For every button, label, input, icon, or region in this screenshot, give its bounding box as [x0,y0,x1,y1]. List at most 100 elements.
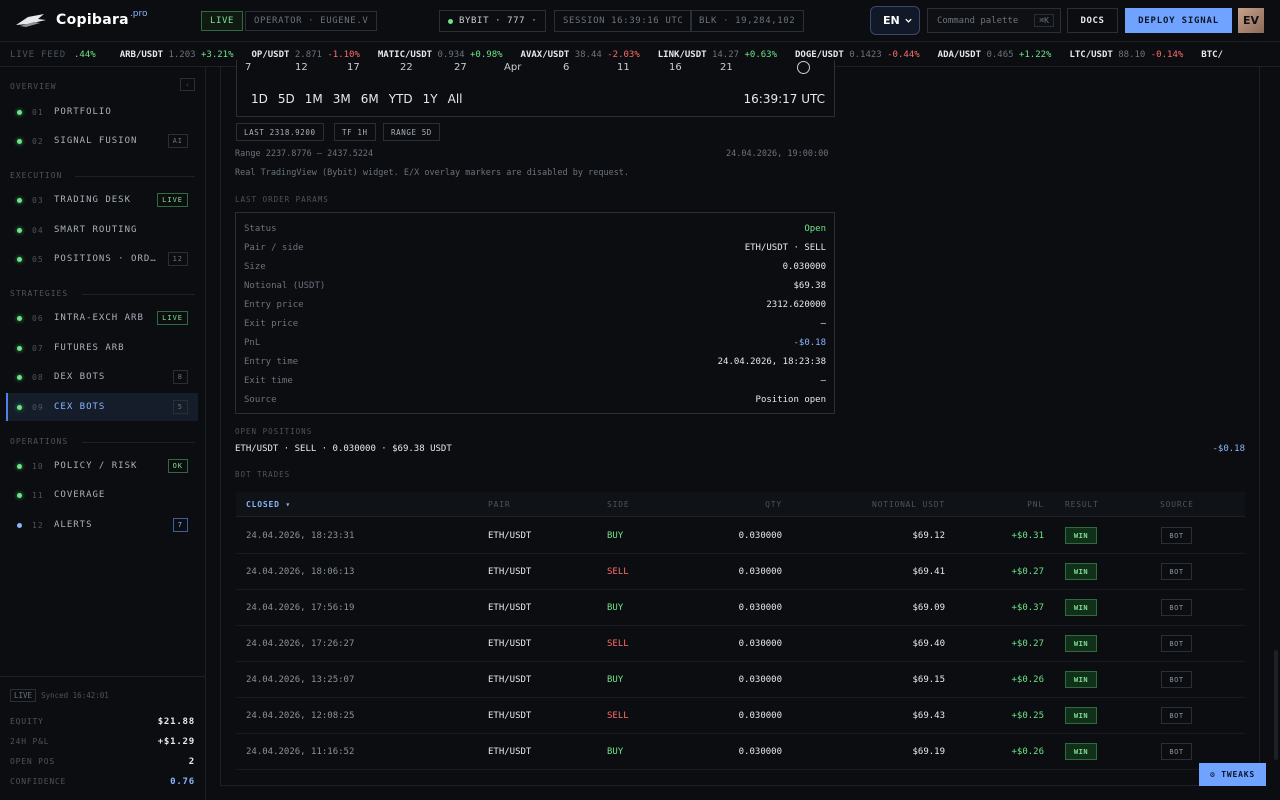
column-header[interactable]: QTY [765,500,782,509]
table-row[interactable]: 24.04.2026, 17:26:27 ETH/USDT SELL 0.030… [236,626,1245,662]
source-badge: BOT [1161,563,1192,580]
sidebar-item-coverage[interactable]: 11 COVERAGE [6,481,198,509]
sidebar-item-futures-arb[interactable]: 07 FUTURES ARB [6,334,198,362]
tradingview-chart[interactable]: 7 12 17 22 27 Apr 6 11 16 21 1D 5D 1M 3M 6M YTD 1Y All 1… [236,60,835,117]
bot-trades-title: BOT TRADES [235,470,291,479]
sidebar-item-badge: AI [167,134,188,148]
ticker-item[interactable]: OP/USDT 2.871 -1.10% [252,50,360,60]
divider [82,442,195,443]
range-button-1m[interactable]: 1M [304,92,323,106]
deploy-signal-button[interactable]: DEPLOY SIGNAL [1125,8,1232,33]
param-value: -$0.18 [793,337,826,348]
param-key: Exit time [244,375,293,386]
param-row: Pair / side ETH/USDT · SELL [244,238,826,257]
section-operations: OPERATIONS [10,437,69,446]
collapse-sidebar-button[interactable]: ‹ [180,78,195,91]
pair-cell: ETH/USDT [488,567,532,577]
column-header[interactable]: SIDE [607,500,630,509]
ticker-symbol: ARB/USDT [119,50,164,60]
ticker-symbol: MATIC/USDT [377,50,433,60]
sidebar-item-alerts[interactable]: 12 ALERTS 7 [6,511,198,539]
table-row[interactable]: 24.04.2026, 13:25:07 ETH/USDT BUY 0.0300… [236,662,1245,698]
language-select[interactable]: EN [870,6,920,35]
status-dot-icon [17,492,22,498]
brand-logo[interactable]: Copibara .pro [14,9,148,29]
ticker-label: LIVE FEED [10,50,66,60]
equity-value: $21.88 [157,717,195,727]
ticker-item[interactable]: DOGE/USDT 0.1423 -0.44% [795,50,920,60]
column-header[interactable]: SOURCE [1160,500,1194,509]
sidebar-item-label: TRADING DESK [54,195,132,205]
sidebar-item-portfolio[interactable]: 01 PORTFOLIO [6,98,198,126]
sidebar-item-intra-exch-arb[interactable]: 06 INTRA-EXCH ARB LIVE [6,304,198,332]
param-value: — [820,318,826,329]
chart-x-tick: 12 [295,62,308,73]
ticker-item[interactable]: ARB/USDT 1.203 +3.21% [120,50,234,60]
column-header[interactable]: NOTIONAL USDT [871,500,945,509]
column-header[interactable]: CLOSED ▾ [246,500,291,509]
open-position-pnl: -$0.18 [1212,444,1245,454]
sidebar-item-policy-risk[interactable]: 10 POLICY / RISK OK [6,452,198,480]
sidebar-item-label: INTRA-EXCH ARB [54,313,144,323]
range-button-6m[interactable]: 6M [360,92,379,106]
ticker-change: +3.21% [200,50,234,60]
sidebar-item-cex-bots[interactable]: 09 CEX BOTS 5 [6,393,198,421]
chart-x-tick: 11 [617,62,630,73]
table-row[interactable]: 24.04.2026, 17:56:19 ETH/USDT BUY 0.0300… [236,590,1245,626]
avatar[interactable]: EV [1238,8,1264,33]
sidebar-item-dex-bots[interactable]: 08 DEX BOTS 8 [6,363,198,391]
range-button-1y[interactable]: 1Y [422,92,438,106]
ticker-item[interactable]: LTC/USDT 88.10 -0.14% [1069,50,1183,60]
pnl-cell: +$0.25 [1011,711,1044,721]
range-button-3m[interactable]: 3M [332,92,351,106]
sidebar: OVERVIEW ‹ EXECUTION STRATEGIES OPERATIO… [0,67,206,800]
ticker-lead-change: .44% [74,50,96,60]
column-header[interactable]: PNL [1027,500,1044,509]
chart-settings-icon[interactable] [797,61,810,74]
ticker-symbol: BTC/ [1201,50,1223,60]
range-button-1d[interactable]: 1D [251,92,268,106]
sidebar-item-number: 10 [32,461,44,471]
side-cell: SELL [607,567,629,577]
side-cell: BUY [607,675,624,685]
status-dot-icon [17,197,22,203]
chart-x-tick: 27 [454,62,467,73]
table-row[interactable]: 24.04.2026, 18:23:31 ETH/USDT BUY 0.0300… [236,518,1245,554]
table-row[interactable]: 24.04.2026, 11:16:52 ETH/USDT BUY 0.0300… [236,734,1245,770]
command-palette-label: Command palette [937,15,1019,26]
column-header[interactable]: PAIR [488,500,511,509]
ticker-item[interactable]: MATIC/USDT 0.934 +0.98% [378,50,503,60]
sidebar-item-label: ALERTS [54,520,93,530]
docs-button[interactable]: DOCS [1067,8,1118,33]
table-row[interactable]: 24.04.2026, 18:06:13 ETH/USDT SELL 0.030… [236,554,1245,590]
open-position-line[interactable]: ETH/USDT · SELL · 0.030000 · $69.38 USDT [235,444,452,454]
ticker-item[interactable]: LINK/USDT 14.27 +0.63% [658,50,777,60]
source-badge: BOT [1161,527,1192,544]
chart-range-selector: 1D 5D 1M 3M 6M YTD 1Y All [251,92,473,106]
command-palette-button[interactable]: Command palette ⌘K [927,8,1061,33]
ticker-item[interactable]: AVAX/USDT 38.44 -2.03% [521,50,640,60]
brand-name: Copibara [56,12,129,28]
range-button-all[interactable]: All [447,92,463,106]
ticker-item[interactable]: ADA/USDT 0.465 +1.22% [938,50,1052,60]
param-key: Size [244,261,266,272]
sidebar-item-smart-routing[interactable]: 04 SMART ROUTING [6,216,198,244]
sidebar-item-signal-fusion[interactable]: 02 SIGNAL FUSION AI [6,127,198,155]
table-row[interactable]: 24.04.2026, 12:08:25 ETH/USDT SELL 0.030… [236,698,1245,734]
side-cell: BUY [607,603,624,613]
scrollbar[interactable] [1274,650,1278,760]
sidebar-item-trading-desk[interactable]: 03 TRADING DESK LIVE [6,186,198,214]
ticker-symbol: LINK/USDT [657,50,707,60]
tweaks-button[interactable]: ⚙ TWEAKS [1199,763,1266,786]
ticker-item[interactable]: BTC/ [1201,50,1223,60]
closed-cell: 24.04.2026, 13:25:07 [246,675,355,685]
exchange-chip[interactable]: BYBIT · 777 · [439,10,547,32]
command-shortcut: ⌘K [1034,14,1054,27]
range-button-5d[interactable]: 5D [277,92,295,106]
range-button-ytd[interactable]: YTD [388,92,413,106]
param-row: Notional (USDT) $69.38 [244,276,826,295]
range-pill: RANGE 5D [383,123,440,141]
column-header[interactable]: RESULT [1065,500,1099,509]
section-overview: OVERVIEW [10,82,57,91]
sidebar-item-positions-ord[interactable]: 05 POSITIONS · ORD… 12 [6,245,198,273]
